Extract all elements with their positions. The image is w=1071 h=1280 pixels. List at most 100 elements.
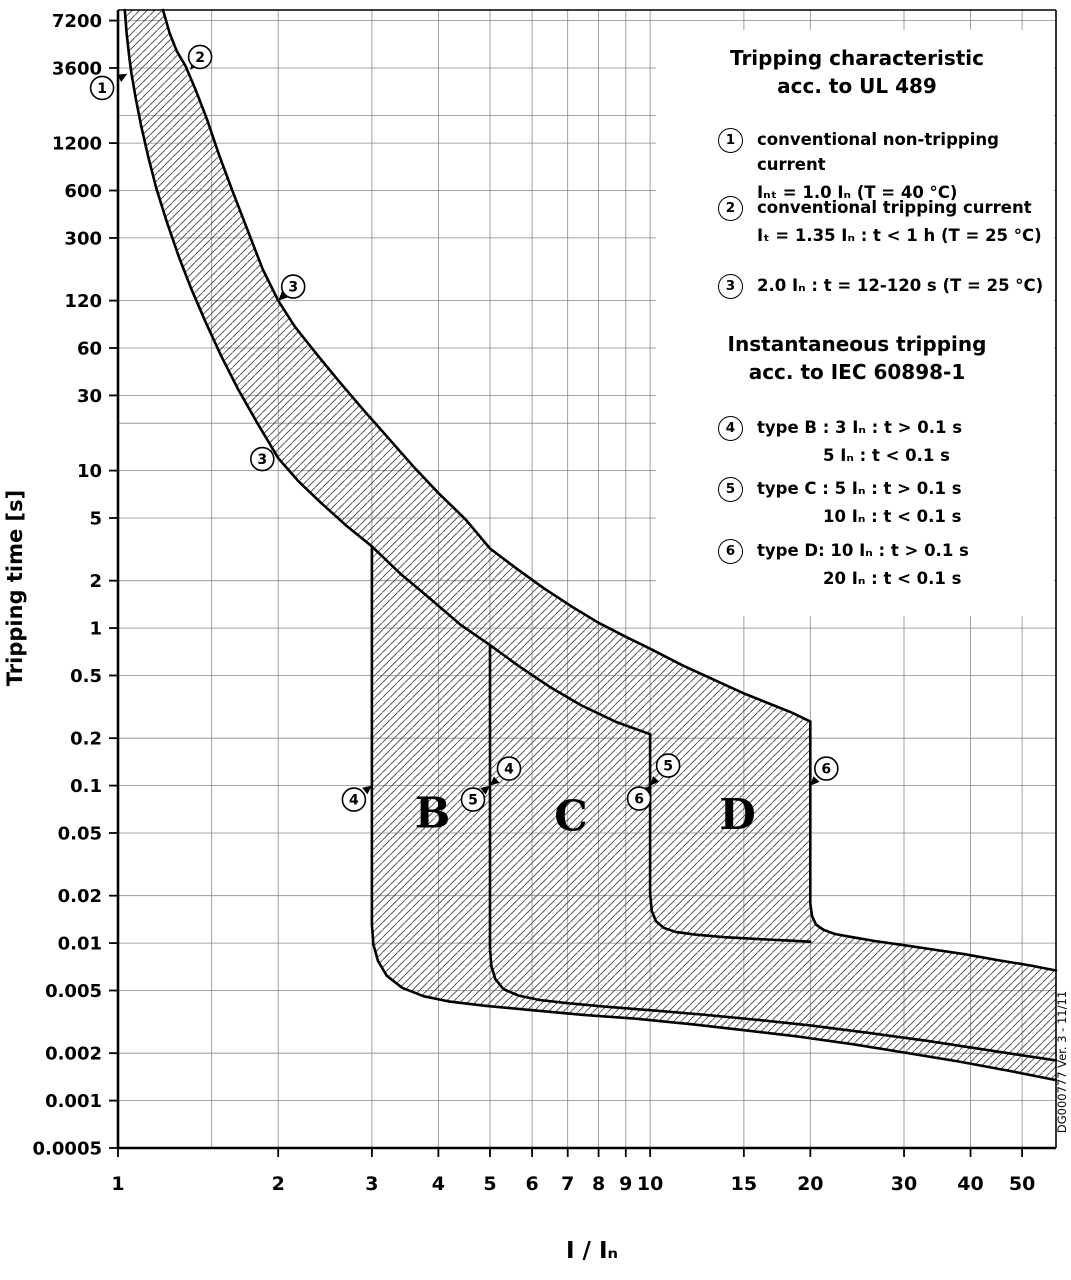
- hatched-tripping-zone: [124, 10, 1057, 1081]
- y-tick-label-30: 30: [77, 386, 102, 407]
- legend-item-4-line1: type B : 3 Iₙ : t > 0.1 s: [757, 418, 963, 437]
- marker-circle-1-0: [89, 75, 115, 101]
- y-tick-label-0.5: 0.5: [70, 666, 102, 687]
- x-tick-label-10: 10: [637, 1173, 663, 1195]
- legend-badge-1: 1: [718, 128, 743, 153]
- y-tick-label-0.02: 0.02: [58, 886, 102, 907]
- legend-backdrop: [656, 30, 1054, 616]
- marker-circle-3-2: [280, 274, 306, 299]
- y-tick-label-5: 5: [89, 509, 102, 530]
- legend-item-1-formula: Iₙₜ = 1.0 Iₙ (T = 40 °C): [757, 183, 958, 202]
- region-label-D: D: [719, 790, 755, 839]
- x-tick-label-4: 4: [432, 1173, 445, 1195]
- legend-badge-4: 4: [718, 416, 743, 441]
- curve-d_right_boundary: [809, 720, 1058, 972]
- x-tick-label-15: 15: [731, 1173, 757, 1195]
- y-tick-label-2: 2: [89, 571, 102, 592]
- document-reference: DG000777 Ver. 3 - 11/11: [1055, 991, 1069, 1133]
- legend-badge-3: 3: [718, 274, 743, 299]
- legend-badge-5: 5: [718, 477, 743, 502]
- marker-circle-6-8: [626, 786, 652, 811]
- curve-upper_thermal: [161, 8, 812, 723]
- x-tick-label-1: 1: [111, 1173, 124, 1195]
- x-tick-label-3: 3: [365, 1173, 378, 1195]
- x-tick-label-8: 8: [592, 1173, 605, 1195]
- x-tick-label-20: 20: [797, 1173, 823, 1195]
- legend-item-2-text: conventional tripping current: [757, 198, 1032, 217]
- marker-number-5-6: 5: [468, 793, 478, 809]
- marker-circle-5-6: [460, 787, 486, 812]
- marker-circle-4-5: [496, 756, 522, 781]
- x-axis-title: I / Iₙ: [566, 1238, 618, 1264]
- legend-item-6-line2: 20 Iₙ : t < 0.1 s: [823, 569, 962, 588]
- marker-arrow-4-5: [490, 776, 500, 786]
- marker-arrow-6-9: [810, 776, 820, 786]
- y-tick-label-1200: 1200: [52, 134, 102, 155]
- marker-number-4-4: 4: [349, 793, 359, 809]
- legend-item-1: 1 conventional non-tripping current Iₙₜ …: [718, 127, 1054, 205]
- region-label-B: B: [415, 789, 451, 838]
- x-tick-label-40: 40: [957, 1173, 983, 1195]
- curve-lower_thermal: [123, 8, 652, 736]
- y-tick-label-1: 1: [89, 619, 102, 640]
- legend-item-1-text: conventional non-tripping current: [757, 130, 999, 174]
- legend-item-5-line2: 10 Iₙ : t < 0.1 s: [823, 507, 962, 526]
- y-axis-title: Tripping time [s]: [3, 490, 27, 687]
- legend-subtitle-line2: acc. to IEC 60898-1: [748, 360, 966, 384]
- legend-badge-6: 6: [718, 539, 743, 564]
- curve-b_left_boundary: [370, 545, 1058, 1082]
- x-tick-label-9: 9: [619, 1173, 632, 1195]
- marker-circle-6-9: [813, 756, 839, 781]
- region-label-C: C: [554, 791, 587, 840]
- y-tick-label-7200: 7200: [52, 11, 102, 32]
- y-tick-label-300: 300: [64, 228, 102, 249]
- y-tick-label-60: 60: [77, 339, 102, 360]
- marker-number-3-3: 3: [257, 452, 267, 468]
- marker-number-6-8: 6: [634, 792, 644, 808]
- legend-subtitle-line1: Instantaneous tripping: [727, 332, 987, 356]
- y-tick-label-0.01: 0.01: [58, 934, 102, 955]
- x-tick-label-6: 6: [525, 1173, 538, 1195]
- marker-circle-5-7: [655, 753, 681, 778]
- y-tick-label-0.1: 0.1: [70, 776, 102, 797]
- x-tick-label-7: 7: [561, 1173, 574, 1195]
- legend-title-line2: acc. to UL 489: [777, 74, 937, 98]
- y-tick-label-10: 10: [77, 461, 102, 482]
- marker-arrow-1-0: [117, 73, 128, 82]
- y-tick-label-0.05: 0.05: [58, 824, 102, 845]
- marker-arrow-3-2: [278, 291, 288, 301]
- curve-d_left_boundary: [648, 732, 812, 943]
- marker-number-2-1: 2: [195, 50, 205, 66]
- y-tick-label-600: 600: [64, 181, 102, 202]
- marker-number-4-5: 4: [504, 762, 514, 778]
- y-tick-label-0.001: 0.001: [45, 1091, 102, 1112]
- marker-arrow-5-6: [480, 785, 490, 795]
- legend-subtitle: Instantaneous tripping acc. to IEC 60898…: [660, 330, 1054, 386]
- y-tick-label-120: 120: [64, 291, 102, 312]
- marker-circle-2-1: [187, 44, 213, 70]
- legend-item-6: 6 type D: 10 Iₙ : t > 0.1 s 20 Iₙ : t < …: [718, 538, 969, 591]
- marker-circle-4-4: [341, 787, 367, 812]
- curve-c_left_boundary: [488, 643, 1058, 1062]
- y-tick-label-0.0005: 0.0005: [33, 1139, 102, 1160]
- y-tick-label-3600: 3600: [52, 59, 102, 80]
- x-tick-label-50: 50: [1009, 1173, 1035, 1195]
- marker-number-1-0: 1: [97, 81, 107, 97]
- x-tick-label-30: 30: [891, 1173, 917, 1195]
- legend-item-4-line2: 5 Iₙ : t < 0.1 s: [823, 446, 950, 465]
- legend-item-2: 2 conventional tripping current Iₜ = 1.3…: [718, 195, 1042, 248]
- legend-badge-2: 2: [718, 196, 743, 221]
- legend-title: Tripping characteristic acc. to UL 489: [660, 44, 1054, 100]
- legend-title-line1: Tripping characteristic: [730, 46, 984, 70]
- y-tick-label-0.005: 0.005: [45, 981, 102, 1002]
- y-tick-label-0.2: 0.2: [70, 729, 102, 750]
- legend-item-6-line1: type D: 10 Iₙ : t > 0.1 s: [757, 541, 969, 560]
- x-tick-label-5: 5: [483, 1173, 496, 1195]
- legend-item-4: 4 type B : 3 Iₙ : t > 0.1 s 5 Iₙ : t < 0…: [718, 415, 962, 468]
- legend-item-5-line1: type C : 5 Iₙ : t > 0.1 s: [757, 479, 962, 498]
- legend-item-5: 5 type C : 5 Iₙ : t > 0.1 s 10 Iₙ : t < …: [718, 476, 962, 529]
- legend-item-3-formula: 2.0 Iₙ : t = 12-120 s (T = 25 °C): [757, 276, 1044, 295]
- marker-number-3-2: 3: [288, 280, 298, 296]
